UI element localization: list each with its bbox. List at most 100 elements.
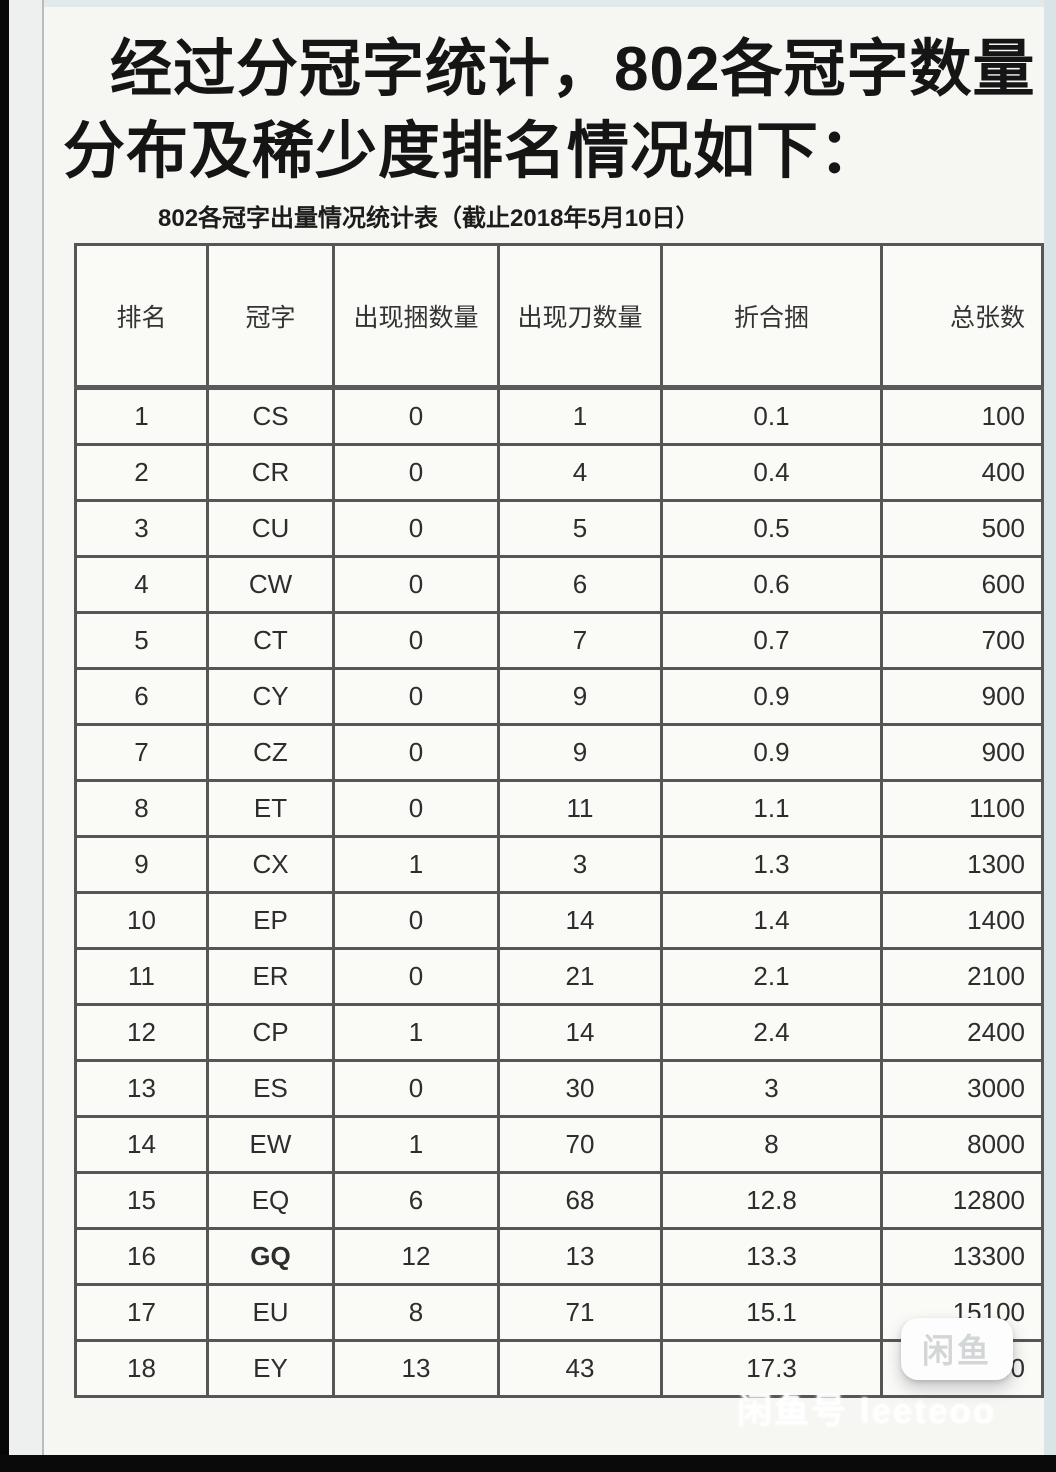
cell-prefix: EU — [206, 1283, 335, 1342]
cell-equiv_bundles: 0.9 — [660, 667, 883, 726]
table-row: 7 CZ 0 9 0.9 900 — [74, 723, 1044, 782]
cell-equiv_bundles: 0.5 — [660, 499, 883, 558]
column-header-1: 冠字 — [206, 243, 335, 390]
table-row: 12 CP 1 14 2.4 2400 — [74, 1003, 1044, 1062]
cell-prefix: EW — [206, 1115, 335, 1174]
table-row: 13 ES 0 30 3 3000 — [74, 1059, 1044, 1118]
cell-bundles: 13 — [332, 1339, 500, 1398]
cell-bundles: 8 — [332, 1283, 500, 1342]
cell-equiv_bundles: 8 — [660, 1115, 883, 1174]
cell-bundles: 1 — [332, 835, 500, 894]
cell-rank: 13 — [74, 1059, 209, 1118]
cell-equiv_bundles: 0.4 — [660, 443, 883, 502]
table-row: 6 CY 0 9 0.9 900 — [74, 667, 1044, 726]
cell-bundles: 0 — [332, 891, 500, 950]
cell-prefix: CY — [206, 667, 335, 726]
cell-rank: 4 — [74, 555, 209, 614]
cell-bundles: 6 — [332, 1171, 500, 1230]
cell-knives: 30 — [497, 1059, 663, 1118]
cell-total_sheets: 1300 — [880, 835, 1044, 894]
cell-total_sheets: 13300 — [880, 1227, 1044, 1286]
cell-bundles: 0 — [332, 443, 500, 502]
xianyu-logo-icon: 闲鱼 — [921, 1332, 992, 1370]
cell-rank: 8 — [74, 779, 209, 838]
cell-equiv_bundles: 13.3 — [660, 1227, 883, 1286]
page-title-line-1: 经过分冠字统计，802各冠字数量 — [110, 35, 1036, 104]
cell-prefix: EP — [206, 891, 335, 950]
cell-total_sheets: 3000 — [880, 1059, 1044, 1118]
watermark-text: 闲鱼号 leeteoo — [737, 1392, 997, 1431]
cell-equiv_bundles: 12.8 — [660, 1171, 883, 1230]
cell-total_sheets: 1100 — [880, 779, 1044, 838]
cell-knives: 4 — [497, 443, 663, 502]
cell-prefix: CR — [206, 443, 335, 502]
cell-rank: 16 — [74, 1227, 209, 1286]
cell-total_sheets: 700 — [880, 611, 1044, 670]
table-row: 5 CT 0 7 0.7 700 — [74, 611, 1044, 670]
document-photo: 经过分冠字统计，802各冠字数量 分布及稀少度排名情况如下： 802各冠字出量情… — [9, 0, 1056, 1455]
table-row: 2 CR 0 4 0.4 400 — [74, 443, 1044, 502]
table-body: 1 CS 0 1 0.1 100 2 CR 0 4 0.4 400 3 CU 0 5 0.5 500 4 CW 0 6 0.… — [74, 386, 1044, 1398]
cell-rank: 3 — [74, 499, 209, 558]
table-row: 10 EP 0 14 1.4 1400 — [74, 891, 1044, 950]
table-row: 15 EQ 6 68 12.8 12800 — [74, 1171, 1044, 1230]
cell-rank: 10 — [74, 891, 209, 950]
cell-prefix: ES — [206, 1059, 335, 1118]
cell-equiv_bundles: 1.1 — [660, 779, 883, 838]
table-row: 8 ET 0 11 1.1 1100 — [74, 779, 1044, 838]
cell-prefix: CT — [206, 611, 335, 670]
cell-rank: 17 — [74, 1283, 209, 1342]
cell-equiv_bundles: 0.9 — [660, 723, 883, 782]
cell-total_sheets: 2100 — [880, 947, 1044, 1006]
cell-equiv_bundles: 0.7 — [660, 611, 883, 670]
cell-equiv_bundles: 1.4 — [660, 891, 883, 950]
cell-knives: 9 — [497, 723, 663, 782]
cell-bundles: 0 — [332, 667, 500, 726]
cell-knives: 70 — [497, 1115, 663, 1174]
cell-bundles: 0 — [332, 947, 500, 1006]
cell-equiv_bundles: 2.4 — [660, 1003, 883, 1062]
cell-bundles: 0 — [332, 499, 500, 558]
cell-bundles: 0 — [332, 611, 500, 670]
cell-rank: 15 — [74, 1171, 209, 1230]
column-header-5: 总张数 — [880, 243, 1044, 390]
cell-total_sheets: 600 — [880, 555, 1044, 614]
photo-right-edge-strip — [1044, 0, 1056, 1455]
cell-bundles: 0 — [332, 723, 500, 782]
cell-rank: 6 — [74, 667, 209, 726]
table-row: 3 CU 0 5 0.5 500 — [74, 499, 1044, 558]
cell-prefix: EY — [206, 1339, 335, 1398]
cell-prefix: ER — [206, 947, 335, 1006]
table-header-row: 排名 冠字 出现捆数量 出现刀数量 折合捆 总张数 — [74, 243, 1044, 390]
table-row: 16 GQ 12 13 13.3 13300 — [74, 1227, 1044, 1286]
table-row: 14 EW 1 70 8 8000 — [74, 1115, 1044, 1174]
photo-top-edge-strip — [9, 0, 1056, 7]
cell-knives: 13 — [497, 1227, 663, 1286]
cell-rank: 2 — [74, 443, 209, 502]
cell-total_sheets: 900 — [880, 667, 1044, 726]
cell-knives: 21 — [497, 947, 663, 1006]
cell-rank: 12 — [74, 1003, 209, 1062]
photo-left-edge-strip — [9, 0, 44, 1455]
cell-rank: 9 — [74, 835, 209, 894]
cell-total_sheets: 900 — [880, 723, 1044, 782]
cell-rank: 14 — [74, 1115, 209, 1174]
table-caption: 802各冠字出量情况统计表（截止2018年5月10日） — [158, 205, 700, 232]
cell-knives: 68 — [497, 1171, 663, 1230]
cell-bundles: 12 — [332, 1227, 500, 1286]
cell-rank: 18 — [74, 1339, 209, 1398]
cell-prefix: CP — [206, 1003, 335, 1062]
letterbox-bottom-bar — [0, 1455, 1056, 1472]
cell-knives: 14 — [497, 891, 663, 950]
page-title-line-2: 分布及稀少度排名情况如下： — [63, 117, 883, 186]
cell-total_sheets: 8000 — [880, 1115, 1044, 1174]
cell-prefix: CU — [206, 499, 335, 558]
cell-equiv_bundles: 3 — [660, 1059, 883, 1118]
column-header-3: 出现刀数量 — [497, 243, 663, 390]
cell-knives: 14 — [497, 1003, 663, 1062]
column-header-0: 排名 — [74, 243, 209, 390]
table-row: 17 EU 8 71 15.1 15100 — [74, 1283, 1044, 1342]
cell-knives: 7 — [497, 611, 663, 670]
cell-equiv_bundles: 1.3 — [660, 835, 883, 894]
